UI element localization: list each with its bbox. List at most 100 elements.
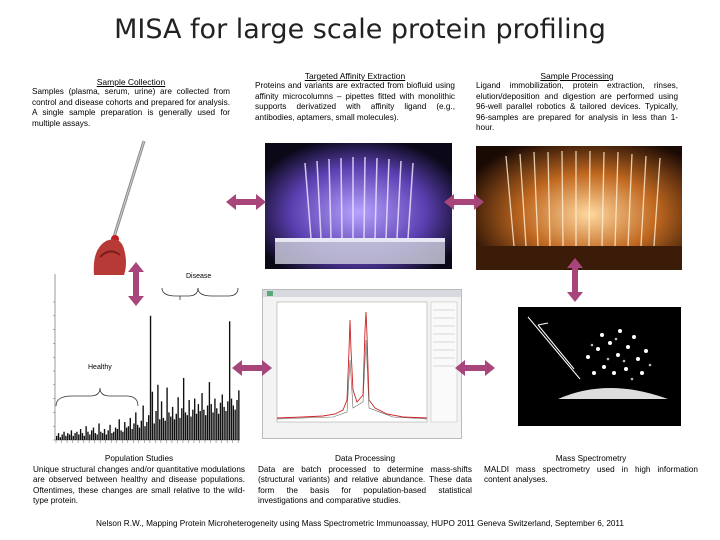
chart-bar xyxy=(140,420,143,440)
chart-bar xyxy=(103,428,106,440)
chart-bar xyxy=(208,382,211,440)
chart-bar xyxy=(217,413,220,440)
sample-processing-block: Sample Processing Ligand immobilization,… xyxy=(476,71,678,134)
chart-bar xyxy=(133,423,135,440)
chart-bar xyxy=(138,427,141,440)
finger-pipette-photo xyxy=(84,137,180,275)
population-chart xyxy=(52,272,242,450)
chart-bar xyxy=(186,415,189,440)
chart-bar xyxy=(107,430,109,440)
chart-bar xyxy=(227,401,229,440)
footer-citation: Nelson R.W., Mapping Protein Microhetero… xyxy=(96,519,624,528)
chart-bar xyxy=(144,426,146,440)
chart-bar xyxy=(230,398,233,440)
chart-bar xyxy=(166,387,168,440)
maldi-schematic xyxy=(518,307,681,426)
chart-bar xyxy=(113,431,115,440)
chart-bar xyxy=(194,398,196,440)
chart-bar xyxy=(90,430,93,440)
chart-bar xyxy=(111,433,113,440)
chart-bar xyxy=(234,409,236,440)
spectrum-screenshot xyxy=(262,289,462,439)
chart-bar xyxy=(168,412,170,440)
healthy-brace xyxy=(55,387,139,407)
arrow-affinity-processing xyxy=(444,192,484,212)
chart-bar xyxy=(221,394,223,440)
chart-bar xyxy=(96,434,98,440)
targeted-affinity-heading: Targeted Affinity Extraction xyxy=(304,71,406,81)
disease-label: Disease xyxy=(186,273,212,280)
chart-bar xyxy=(192,409,194,440)
chart-bar xyxy=(56,435,58,440)
chart-bar xyxy=(236,399,238,440)
sample-collection-text: Samples (plasma, serum, urine) are colle… xyxy=(32,87,230,128)
chart-bar xyxy=(181,408,183,440)
chart-bar xyxy=(136,424,139,440)
chart-bar xyxy=(83,435,85,440)
chart-bar xyxy=(182,377,185,440)
chart-bar xyxy=(57,433,60,440)
chart-bar xyxy=(164,420,166,440)
chart-bar xyxy=(225,411,227,440)
chart-bar xyxy=(72,435,74,440)
chart-bar xyxy=(238,390,240,440)
chart-bar xyxy=(102,433,104,440)
chart-bar xyxy=(201,393,203,440)
chart-bar xyxy=(212,412,214,440)
population-studies-block: Population Studies Unique structural cha… xyxy=(33,454,245,507)
chart-bar xyxy=(175,413,177,440)
chart-bar xyxy=(142,405,144,440)
sample-collection-heading: Sample Collection xyxy=(96,77,166,87)
chart-bar xyxy=(219,402,222,440)
chart-bar xyxy=(188,399,190,440)
arrow-population-data xyxy=(232,358,272,378)
chart-bar xyxy=(223,406,225,440)
sample-processing-heading: Sample Processing xyxy=(540,71,614,81)
chart-bar xyxy=(159,419,161,440)
population-studies-text: Unique structural changes and/or quantit… xyxy=(33,464,245,506)
arrow-collection-affinity xyxy=(226,192,266,212)
chart-bar xyxy=(184,412,187,440)
disease-brace xyxy=(161,287,199,297)
chart-bar xyxy=(118,419,120,440)
chart-bar xyxy=(216,408,218,440)
chart-bar xyxy=(89,434,91,440)
chart-bar xyxy=(105,434,108,440)
chart-bar xyxy=(190,416,192,440)
chart-bar xyxy=(197,404,200,440)
chart-bar xyxy=(210,404,212,440)
processing-robotics-photo xyxy=(476,146,682,270)
chart-bar xyxy=(129,417,131,440)
slide-title: MISA for large scale protein profiling xyxy=(114,14,606,45)
chart-bar xyxy=(135,412,137,440)
chart-bar xyxy=(120,430,122,440)
chart-bar xyxy=(146,422,148,440)
chart-bar xyxy=(70,430,73,440)
chart-bar xyxy=(94,433,97,440)
chart-bar xyxy=(151,391,154,440)
chart-bar xyxy=(232,405,235,440)
chart-bar xyxy=(148,415,150,440)
data-processing-block: Data Processing Data are batch processed… xyxy=(258,454,472,507)
chart-bar xyxy=(170,416,172,440)
arrow-processing-ms xyxy=(565,258,585,302)
chart-bar xyxy=(98,423,100,440)
chart-bar xyxy=(131,428,133,440)
population-studies-heading: Population Studies xyxy=(104,454,174,463)
mass-spectrometry-block: Mass Spectrometry MALDI mass spectrometr… xyxy=(484,454,698,486)
chart-bar xyxy=(85,426,87,440)
chart-bar xyxy=(206,405,209,440)
chart-bar xyxy=(122,431,124,440)
chart-bar xyxy=(153,423,155,440)
chart-bar xyxy=(92,427,95,440)
chart-bar xyxy=(74,433,76,440)
chart-bar xyxy=(59,437,62,440)
chart-bar xyxy=(100,431,102,440)
disease-brace-right xyxy=(179,287,239,300)
mass-spectrometry-heading: Mass Spectrometry xyxy=(555,454,627,463)
chart-bar xyxy=(65,435,67,440)
targeted-affinity-block: Targeted Affinity Extraction Proteins an… xyxy=(255,71,455,123)
chart-bar xyxy=(68,434,71,440)
chart-bar xyxy=(177,397,179,440)
chart-bar xyxy=(195,413,198,440)
